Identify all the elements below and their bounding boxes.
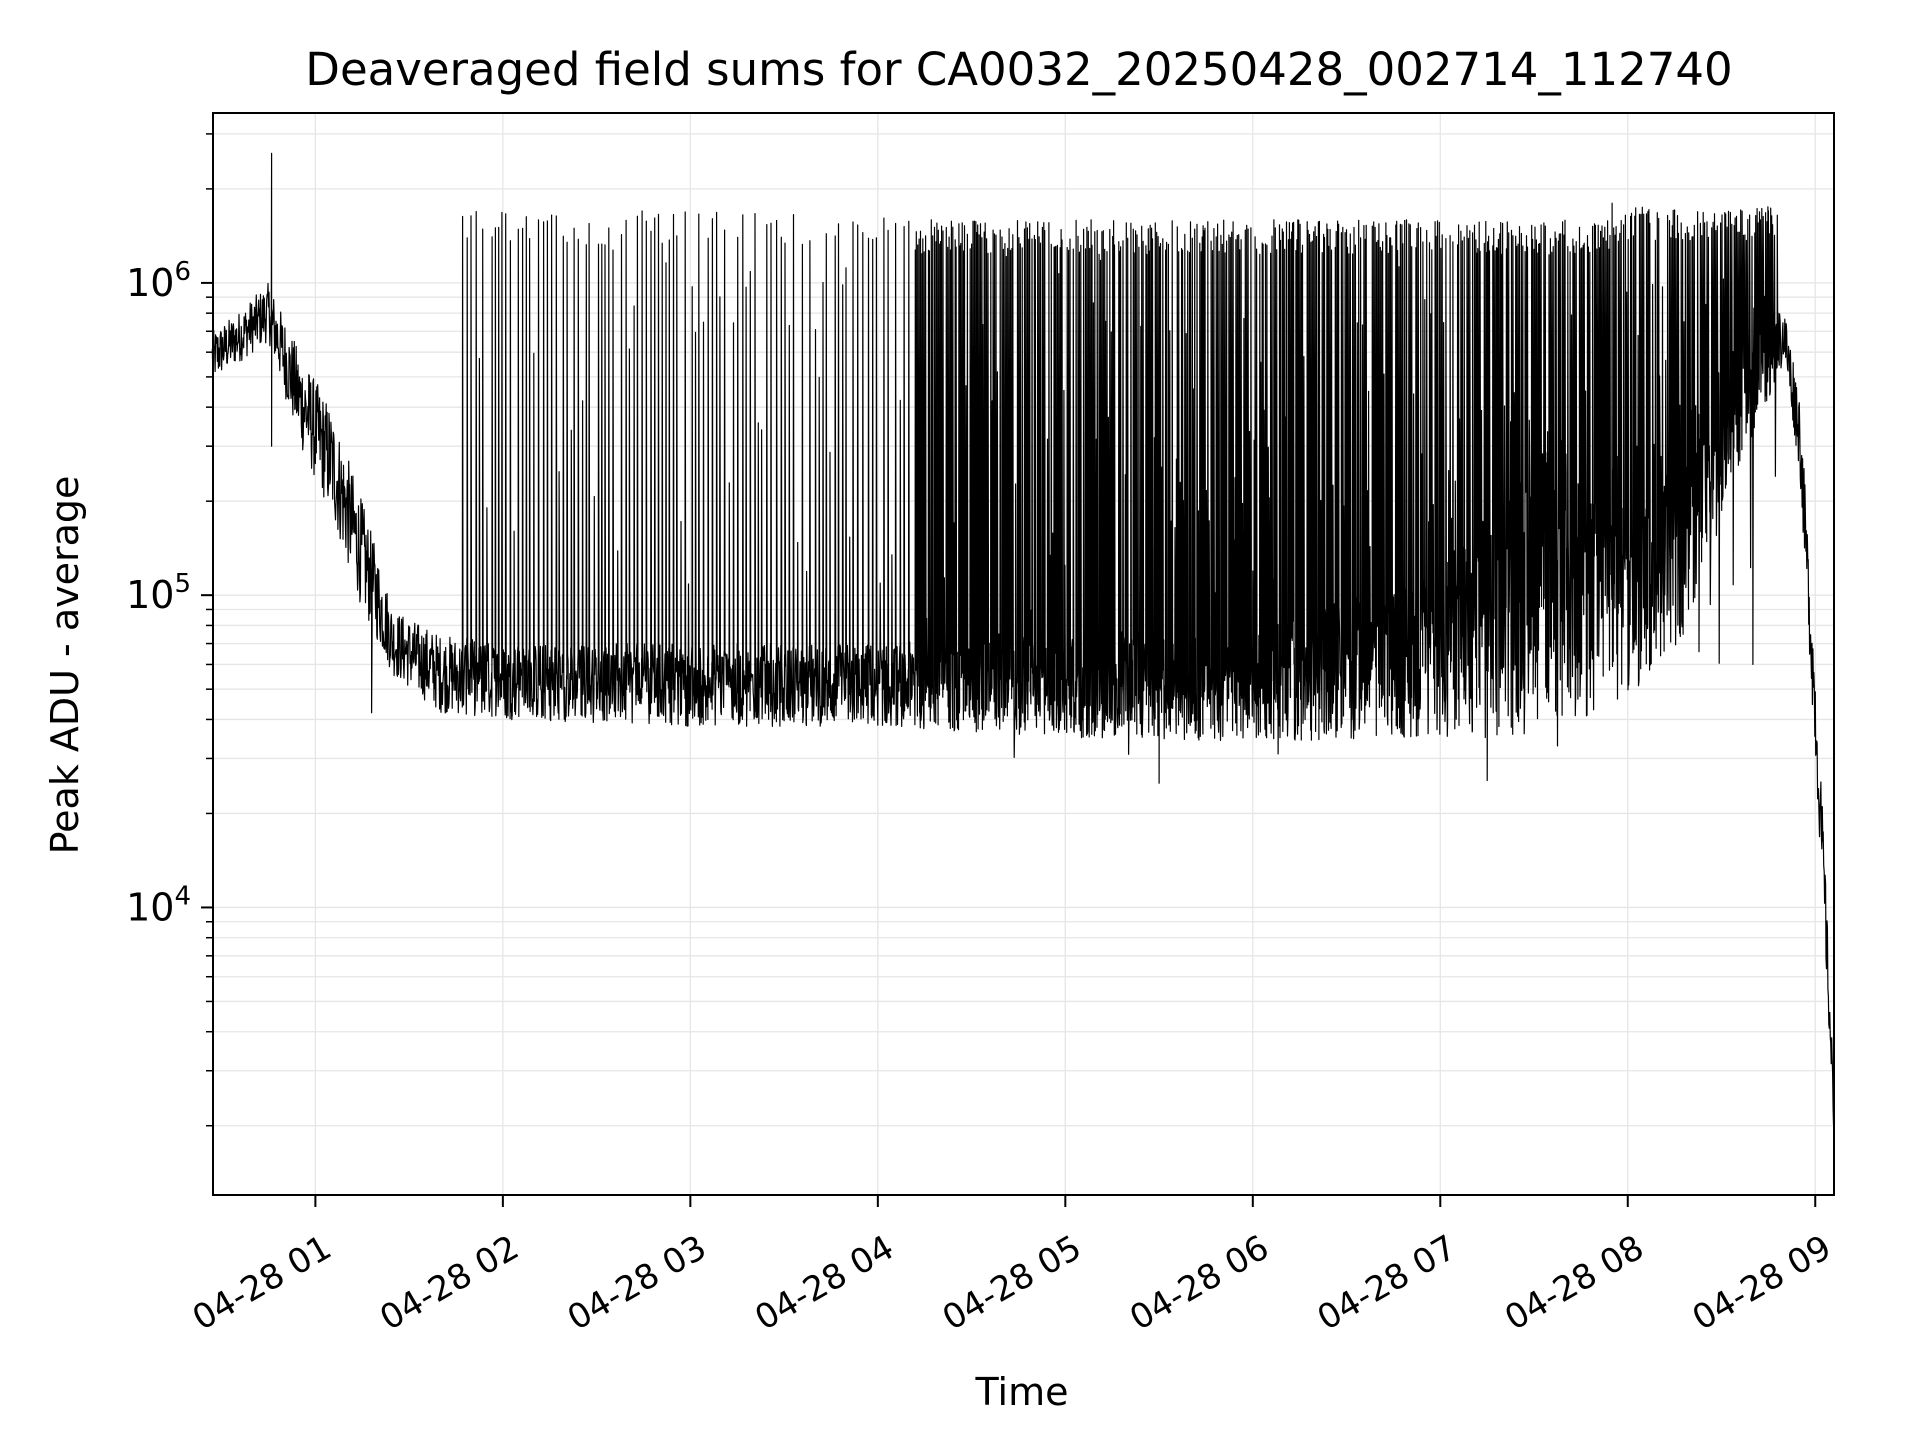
y-tick-label: 106 bbox=[126, 257, 191, 305]
y-tick: 104 bbox=[126, 881, 213, 929]
series-layer bbox=[211, 152, 1835, 1125]
x-axis-label: Time bbox=[975, 1370, 1069, 1414]
y-axis-label: Peak ADU - average bbox=[43, 476, 87, 855]
y-tick-label: 104 bbox=[126, 881, 191, 929]
y-tick: 105 bbox=[126, 569, 213, 617]
y-tick-label: 105 bbox=[126, 569, 191, 617]
chart-title: Deaveraged field sums for CA0032_2025042… bbox=[305, 43, 1732, 96]
series-line bbox=[211, 152, 1835, 1125]
y-axis: 104 105 106 bbox=[126, 133, 213, 1127]
plot-frame bbox=[212, 112, 1835, 1196]
y-tick: 106 bbox=[126, 257, 213, 305]
